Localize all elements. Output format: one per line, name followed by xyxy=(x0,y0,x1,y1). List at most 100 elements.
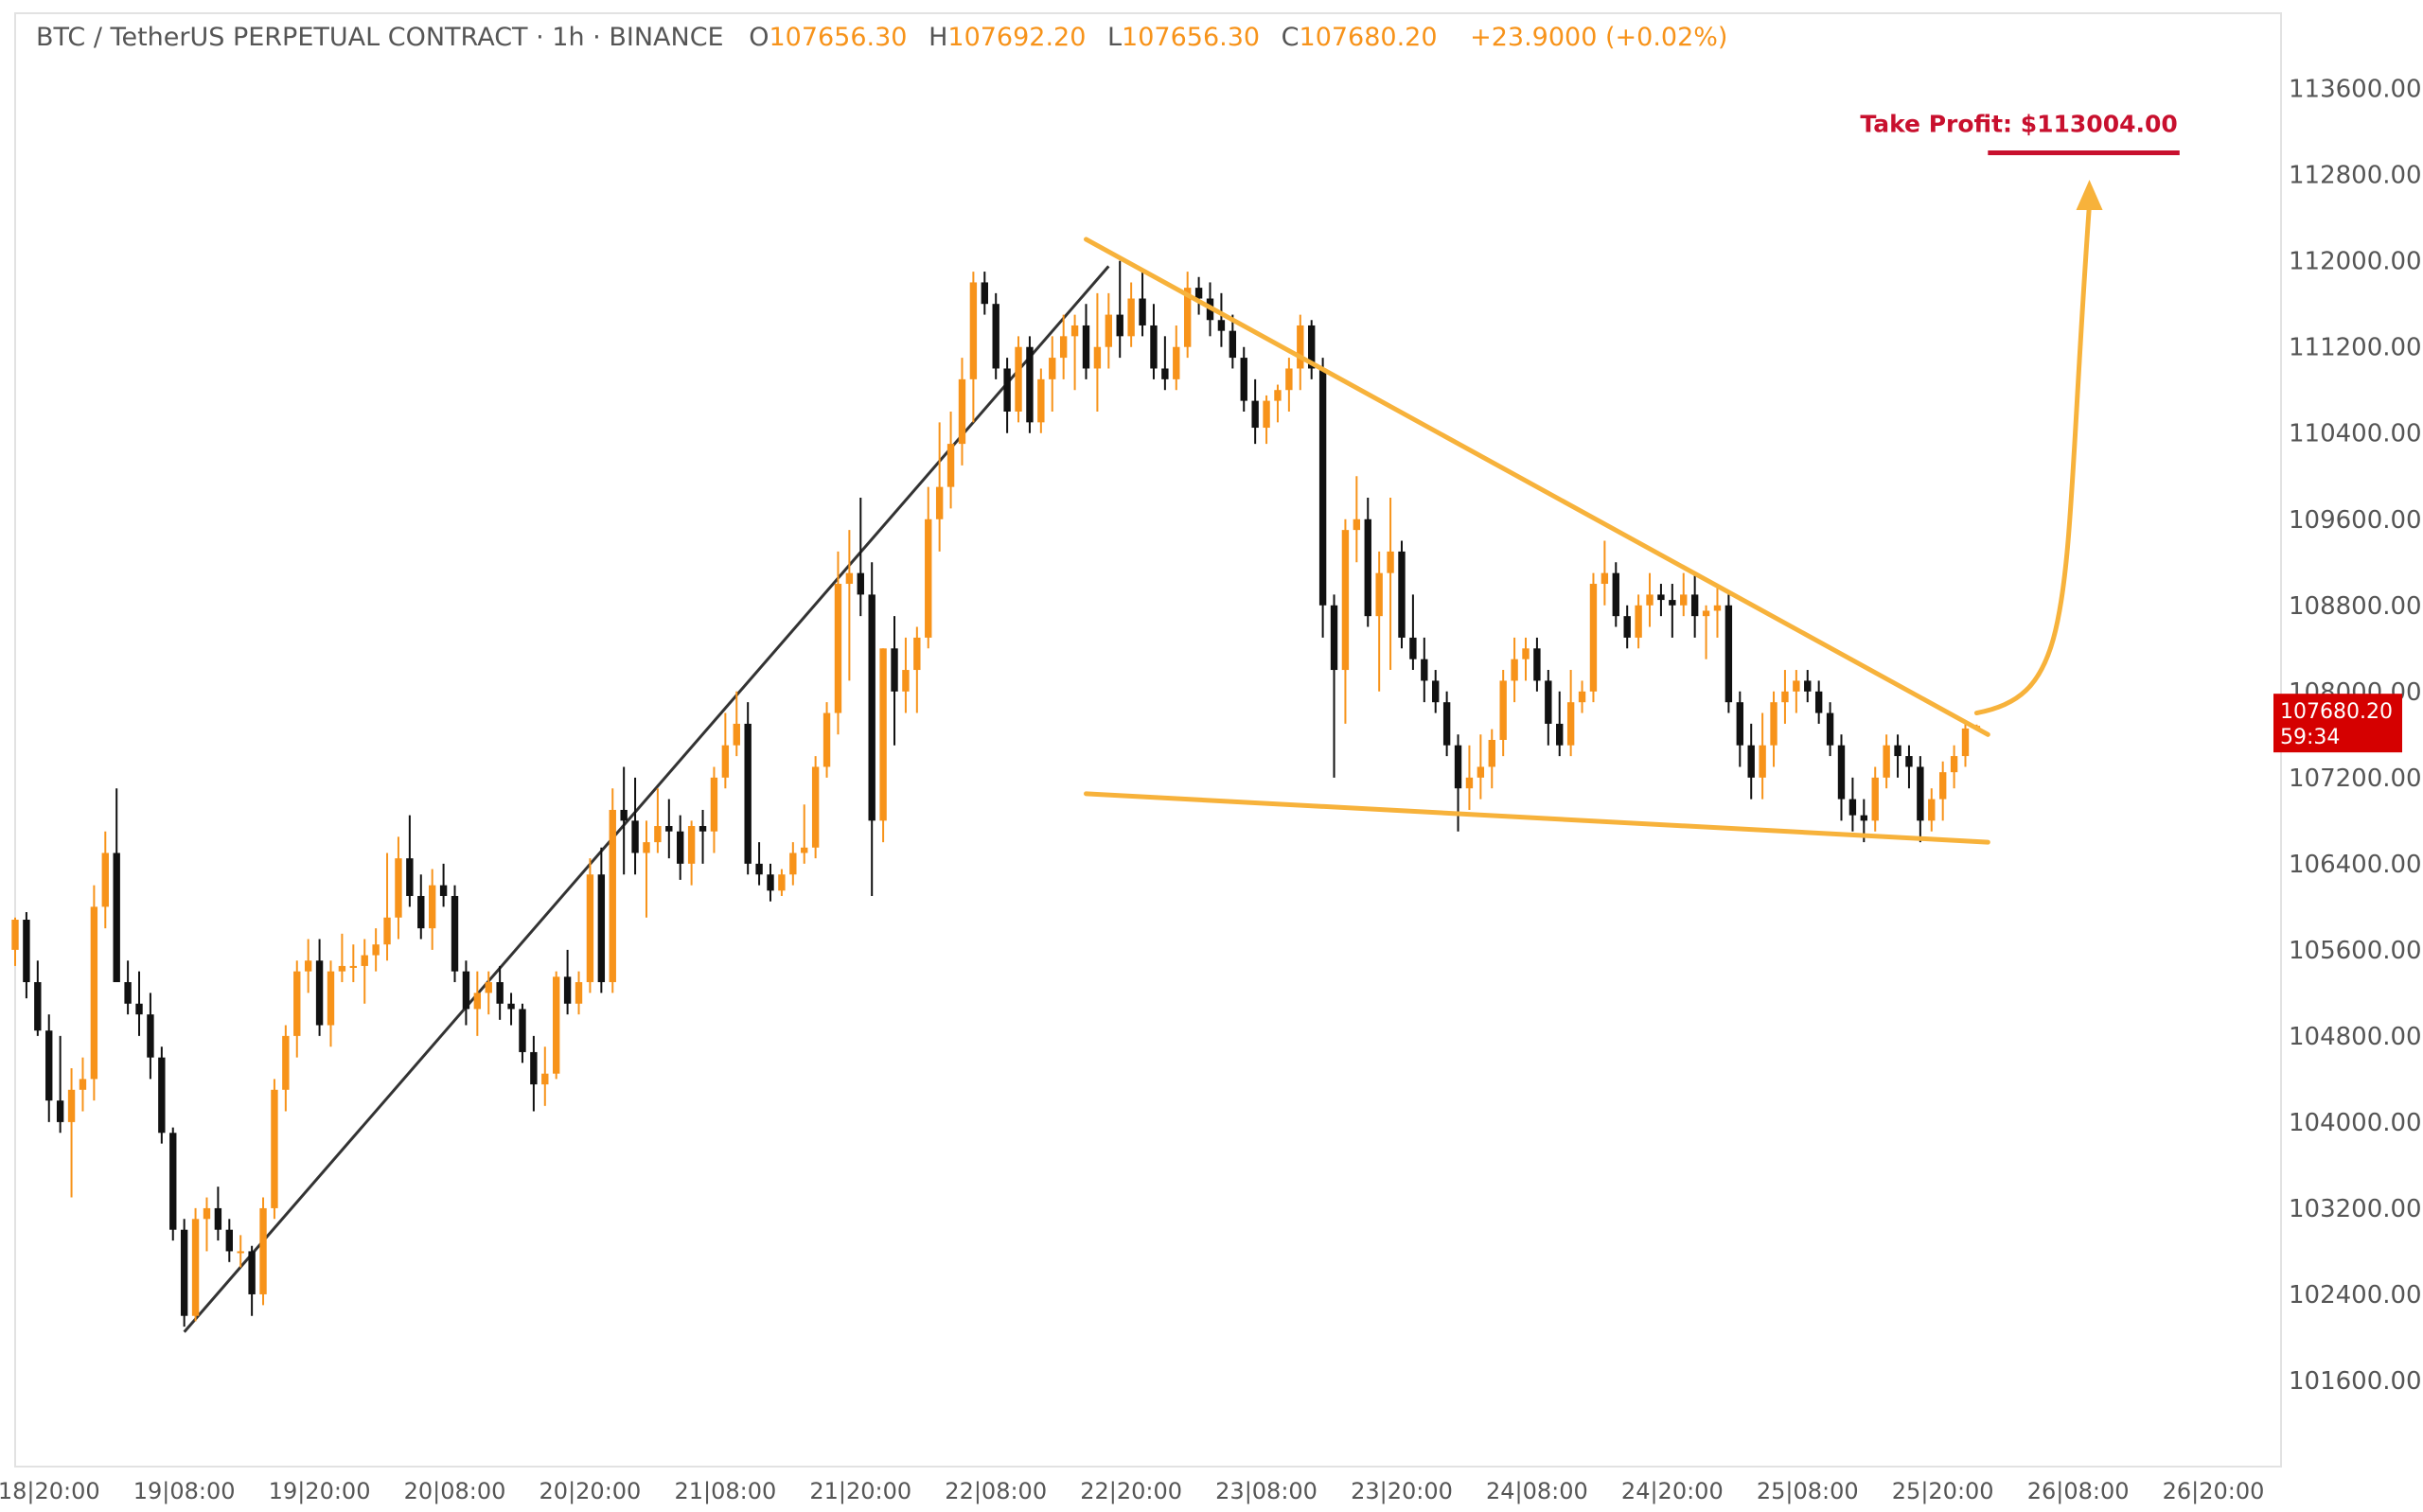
price-axis-label: 108800.00 xyxy=(2289,592,2422,621)
candle-down xyxy=(519,1003,526,1064)
candle-down xyxy=(1804,670,1812,703)
candle-down xyxy=(462,960,470,1026)
candle-up xyxy=(1465,745,1474,810)
candle-up xyxy=(643,820,650,918)
candle-body xyxy=(857,572,864,595)
candle-down xyxy=(1139,272,1146,337)
candle-up xyxy=(1871,766,1879,832)
candle-up xyxy=(710,766,718,853)
candle-body xyxy=(1657,594,1665,601)
candle-body xyxy=(282,1035,290,1090)
candle-up xyxy=(473,971,482,1036)
projection-arrow[interactable] xyxy=(1973,202,2093,716)
candle-up xyxy=(925,486,932,649)
candle-down xyxy=(147,993,154,1080)
candle-down xyxy=(891,616,898,746)
candle-body xyxy=(304,960,312,972)
wedge-lower-line[interactable] xyxy=(1083,791,1990,845)
candle-up xyxy=(485,971,492,1015)
price-axis-label: 113600.00 xyxy=(2289,76,2422,104)
candle-body xyxy=(293,971,301,1036)
candle-body xyxy=(67,1089,76,1122)
candle-body xyxy=(1364,519,1371,617)
candle-down xyxy=(530,1035,538,1112)
candle-down xyxy=(180,1219,188,1327)
candle-down xyxy=(1724,594,1733,713)
price-axis-label: 110400.00 xyxy=(2289,420,2422,448)
candle-up xyxy=(395,836,402,940)
candle-up xyxy=(1477,734,1485,800)
candle-body xyxy=(755,863,763,875)
candle-up xyxy=(349,944,358,982)
candle-up xyxy=(191,1207,200,1322)
candle-up xyxy=(1183,272,1192,359)
candle-down xyxy=(1150,304,1158,379)
candle-body xyxy=(259,1207,267,1294)
candle-body xyxy=(1375,572,1383,617)
candle-body xyxy=(1804,680,1812,692)
price-axis[interactable]: 101600.00 102400.00 103200.00 104000.00 1048… xyxy=(2289,76,2422,1396)
candle-down xyxy=(439,863,448,907)
candle-down xyxy=(755,842,763,886)
price-axis-label: 101600.00 xyxy=(2289,1367,2422,1396)
price-axis-label: 106400.00 xyxy=(2289,851,2422,879)
candle-down xyxy=(135,971,143,1036)
price-axis-label: 109600.00 xyxy=(2289,506,2422,535)
candle-body xyxy=(631,820,639,853)
candle-down xyxy=(677,815,684,880)
wedge-upper-line[interactable] xyxy=(1083,237,1990,737)
candle-down xyxy=(1161,336,1169,391)
candle-up xyxy=(1285,358,1293,412)
time-axis-label: 25|08:00 xyxy=(1757,1478,1859,1504)
candle-up xyxy=(1793,670,1800,713)
candle-up xyxy=(372,928,380,972)
candle-body xyxy=(1566,702,1575,746)
candle-down xyxy=(1690,572,1699,638)
candle-body xyxy=(1037,378,1045,423)
candle-up xyxy=(361,939,368,1004)
drawing-layer[interactable] xyxy=(183,265,1110,1333)
plot-area[interactable] xyxy=(14,12,2282,1468)
candle-body xyxy=(1398,551,1406,638)
candle-down xyxy=(699,809,707,864)
candle-body xyxy=(1950,756,1958,773)
annotations-layer[interactable] xyxy=(1083,149,2180,845)
last-price-countdown: 59:34 xyxy=(2280,726,2340,749)
candle-body xyxy=(677,831,684,864)
candle-body xyxy=(586,874,594,982)
candle-up xyxy=(1488,729,1495,789)
candle-up xyxy=(1759,712,1766,800)
candle-body xyxy=(1928,799,1936,821)
candle-body xyxy=(79,1079,87,1090)
candle-body xyxy=(1297,325,1304,369)
candle-up xyxy=(1049,336,1056,412)
uptrend-line[interactable] xyxy=(183,265,1110,1333)
candle-body xyxy=(609,809,616,982)
candle-down xyxy=(56,1035,64,1134)
price-axis-label: 112000.00 xyxy=(2289,248,2422,276)
candle-body xyxy=(496,982,504,1004)
candle-body xyxy=(1026,346,1034,423)
candle-body xyxy=(180,1229,188,1316)
candle-down xyxy=(1330,594,1338,778)
candle-body xyxy=(1308,325,1316,369)
candle-body xyxy=(1353,519,1361,531)
candle-body xyxy=(1217,320,1226,331)
candle-down xyxy=(315,939,324,1036)
candle-body xyxy=(169,1133,177,1230)
candle-up xyxy=(1353,476,1361,563)
candle-body xyxy=(992,304,999,369)
candle-body xyxy=(338,965,346,972)
candle-down xyxy=(113,788,120,982)
candle-body xyxy=(1477,766,1485,778)
candle-body xyxy=(563,976,572,1004)
candle-down xyxy=(1894,734,1901,778)
candle-up xyxy=(1015,336,1022,423)
time-axis[interactable]: 18|20:00 19|08:00 19|20:00 20|08:00 20|20:00… xyxy=(0,1478,2264,1504)
candle-down xyxy=(1398,540,1406,649)
candle-body xyxy=(868,594,875,821)
candle-down xyxy=(23,912,30,999)
candle-body xyxy=(1905,756,1913,767)
